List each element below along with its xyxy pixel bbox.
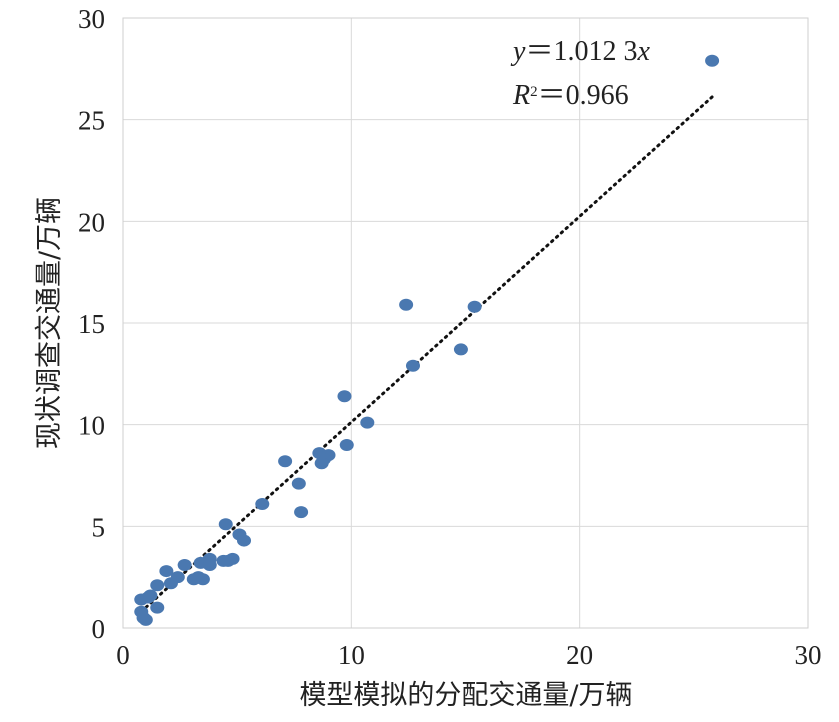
x-axis-title: 模型模拟的分配交通量/万辆 bbox=[299, 680, 632, 711]
plot-area-frame bbox=[122, 17, 809, 629]
r-squared-line: R2＝0.966 bbox=[512, 80, 629, 111]
data-point bbox=[177, 558, 192, 571]
data-point bbox=[237, 534, 252, 547]
data-point bbox=[399, 298, 414, 311]
data-point bbox=[339, 439, 354, 451]
equation-x-var: x bbox=[636, 36, 650, 67]
x-tick-label-3: 30 bbox=[795, 640, 822, 670]
x-tick-label-0: 0 bbox=[116, 640, 130, 670]
y-tick-label-4: 20 bbox=[78, 207, 105, 237]
data-point bbox=[314, 457, 329, 470]
data-point bbox=[337, 390, 352, 403]
y-tick-label-3: 15 bbox=[78, 309, 105, 339]
data-point bbox=[150, 579, 165, 592]
data-point bbox=[467, 300, 482, 313]
y-tick-label-5: 25 bbox=[78, 106, 105, 136]
x-tick-label-1: 10 bbox=[338, 640, 365, 670]
equation-rhs: ＝1.012 3 bbox=[525, 36, 637, 67]
data-point bbox=[291, 477, 306, 490]
data-point bbox=[255, 497, 270, 510]
data-point bbox=[453, 343, 468, 356]
y-tick-label-1: 5 bbox=[92, 512, 106, 542]
data-point bbox=[221, 554, 236, 567]
data-point bbox=[202, 558, 217, 571]
data-point bbox=[159, 565, 174, 578]
r-squared-value: ＝0.966 bbox=[538, 80, 629, 111]
y-axis-ticks: 0 5 10 15 20 25 30 bbox=[78, 4, 105, 644]
data-point bbox=[278, 455, 293, 468]
r-squared-var: R bbox=[512, 80, 530, 111]
data-point bbox=[141, 591, 156, 604]
trendline bbox=[139, 95, 714, 614]
data-points bbox=[134, 54, 720, 626]
y-axis-title: 现状调查交通量/万辆 bbox=[34, 197, 65, 449]
y-tick-label-0: 0 bbox=[92, 614, 106, 644]
x-axis-ticks: 0 10 20 30 bbox=[116, 640, 821, 670]
y-tick-label-2: 10 bbox=[78, 411, 105, 441]
y-tick-label-6: 30 bbox=[78, 4, 105, 34]
data-point bbox=[360, 416, 375, 429]
equation-y-var: y bbox=[510, 36, 526, 67]
equation-line: y＝1.012 3x bbox=[510, 36, 650, 67]
data-point bbox=[138, 613, 153, 626]
data-point bbox=[405, 359, 420, 372]
data-point bbox=[218, 518, 233, 531]
data-point bbox=[150, 601, 165, 614]
x-tick-label-2: 20 bbox=[566, 640, 593, 670]
data-point bbox=[163, 577, 178, 590]
data-point bbox=[705, 54, 720, 67]
data-point bbox=[191, 571, 206, 584]
r-squared-exp: 2 bbox=[530, 84, 538, 100]
data-point bbox=[294, 506, 309, 519]
